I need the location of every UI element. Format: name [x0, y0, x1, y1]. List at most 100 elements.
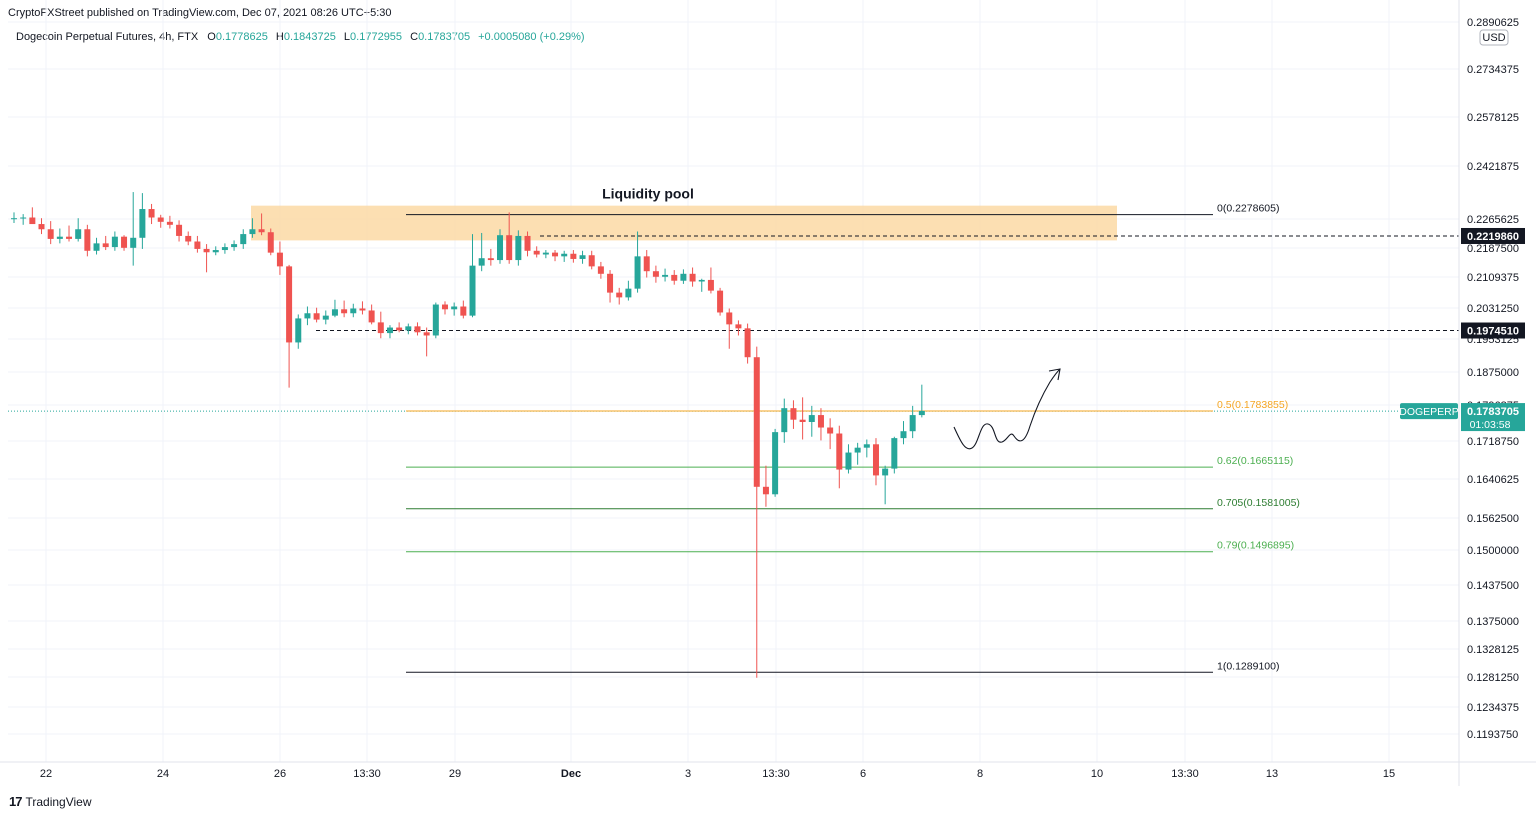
candle-71[interactable] [662, 268, 669, 282]
candle-69[interactable] [643, 250, 650, 278]
candle-55[interactable] [515, 230, 522, 266]
candle-82[interactable] [762, 465, 769, 507]
horizontal-levels[interactable] [8, 235, 1459, 412]
candles[interactable] [11, 192, 925, 678]
candle-34[interactable] [322, 310, 329, 325]
candle-19[interactable] [185, 231, 192, 246]
candle-95[interactable] [882, 465, 889, 505]
candle-66[interactable] [616, 287, 623, 305]
candle-26[interactable] [249, 218, 256, 238]
candle-40[interactable] [377, 311, 384, 339]
candle-74[interactable] [689, 267, 696, 287]
candle-52[interactable] [487, 248, 494, 266]
candle-51[interactable] [478, 232, 485, 272]
candle-76[interactable] [707, 267, 714, 294]
candle-37[interactable] [350, 303, 357, 318]
liquidity-pool-zone[interactable] [251, 205, 1117, 241]
candle-98[interactable] [909, 405, 916, 439]
candle-30[interactable] [286, 264, 293, 388]
candle-56[interactable] [524, 231, 531, 257]
candle-39[interactable] [368, 304, 375, 325]
candle-1[interactable] [20, 214, 27, 225]
candle-84[interactable] [781, 398, 788, 443]
price-marker-0-1974510[interactable]: 0.1974510 [1461, 322, 1525, 339]
candle-87[interactable] [808, 405, 815, 437]
currency-badge[interactable]: USD [1479, 29, 1509, 46]
candle-9[interactable] [93, 237, 100, 255]
candle-16[interactable] [157, 214, 164, 228]
candle-0[interactable] [11, 212, 17, 223]
candle-83[interactable] [772, 428, 779, 497]
candle-36[interactable] [341, 300, 348, 318]
candle-42[interactable] [396, 322, 403, 333]
candle-41[interactable] [386, 325, 393, 339]
candle-77[interactable] [717, 287, 724, 316]
candle-35[interactable] [331, 299, 338, 318]
candle-38[interactable] [359, 301, 366, 315]
candle-59[interactable] [552, 250, 559, 262]
candle-12[interactable] [121, 235, 128, 251]
candle-68[interactable] [634, 231, 641, 293]
candle-93[interactable] [863, 439, 870, 458]
candle-21[interactable] [203, 244, 210, 273]
candle-44[interactable] [414, 322, 421, 336]
candle-50[interactable] [469, 234, 476, 318]
candle-28[interactable] [267, 228, 274, 256]
candle-64[interactable] [597, 261, 604, 279]
candle-22[interactable] [212, 246, 219, 256]
candle-89[interactable] [827, 418, 834, 450]
candle-92[interactable] [854, 442, 861, 465]
candle-27[interactable] [258, 213, 265, 236]
candle-78[interactable] [726, 308, 733, 349]
candle-2[interactable] [29, 207, 36, 225]
candle-6[interactable] [66, 225, 73, 242]
candle-80[interactable] [744, 323, 751, 364]
candle-31[interactable] [295, 314, 302, 349]
price-marker-0-2219860[interactable]: 0.2219860 [1461, 227, 1525, 244]
candle-18[interactable] [176, 220, 183, 242]
candle-88[interactable] [817, 408, 824, 441]
forecast-arrowhead[interactable] [1048, 368, 1061, 381]
candle-29[interactable] [276, 241, 283, 275]
candle-14[interactable] [139, 193, 146, 249]
candle-90[interactable] [836, 425, 843, 489]
candle-72[interactable] [671, 270, 678, 285]
candle-46[interactable] [432, 302, 439, 339]
candle-65[interactable] [607, 270, 614, 303]
candle-25[interactable] [240, 229, 247, 249]
candle-33[interactable] [313, 307, 320, 323]
liquidity-pool-label[interactable]: Liquidity pool [602, 186, 694, 202]
candle-99[interactable] [918, 384, 925, 418]
candle-53[interactable] [497, 229, 504, 264]
candle-4[interactable] [47, 221, 54, 245]
candle-91[interactable] [845, 444, 852, 474]
symbol-title[interactable]: Dogecoin Perpetual Futures, 4h, FTX [16, 31, 199, 43]
candle-45[interactable] [423, 327, 430, 357]
candle-10[interactable] [102, 235, 109, 251]
time-axis[interactable]: 22 24 26 13:30 29 Dec 3 13:30 6 8 10 13:30 13 15 [40, 768, 1395, 780]
candle-79[interactable] [735, 320, 742, 336]
candle-24[interactable] [231, 240, 238, 251]
candle-73[interactable] [680, 269, 687, 284]
candle-57[interactable] [533, 246, 540, 258]
candle-20[interactable] [194, 235, 201, 253]
candle-3[interactable] [38, 218, 45, 235]
candle-47[interactable] [441, 301, 448, 315]
candle-81[interactable] [753, 346, 760, 678]
candle-32[interactable] [304, 306, 311, 326]
candle-61[interactable] [570, 250, 577, 263]
candle-8[interactable] [84, 224, 91, 257]
candle-48[interactable] [451, 302, 458, 316]
candle-17[interactable] [166, 215, 173, 229]
tradingview-logo[interactable]: 17 TradingView [9, 794, 92, 809]
candle-43[interactable] [405, 323, 412, 335]
candle-70[interactable] [652, 265, 659, 283]
candle-86[interactable] [799, 397, 806, 440]
candle-11[interactable] [111, 231, 118, 251]
candle-62[interactable] [579, 250, 586, 264]
candle-58[interactable] [542, 250, 549, 259]
candle-23[interactable] [221, 243, 228, 254]
fib-retracement[interactable]: 0(0.2278605) 0.5(0.1783855) 0.62(0.1665115… [406, 203, 1300, 673]
